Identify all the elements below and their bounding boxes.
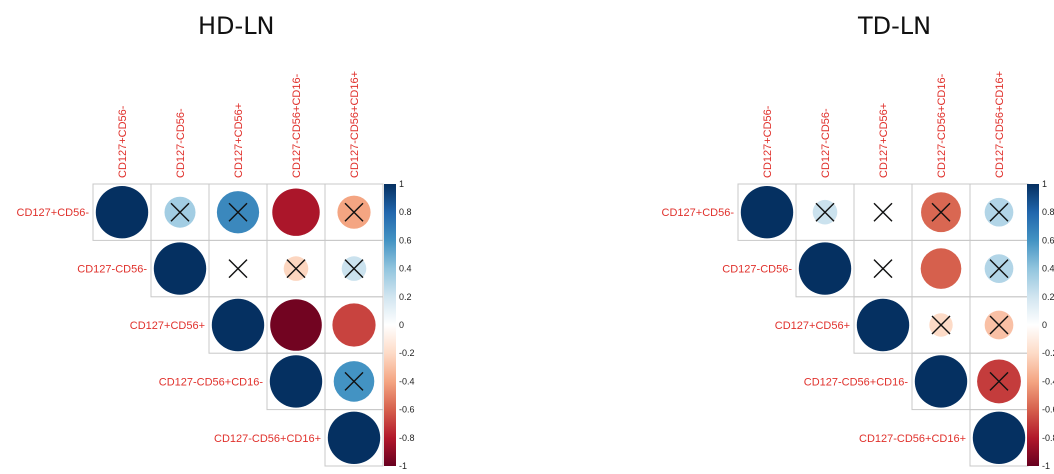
insignificant-cross-mark — [989, 371, 1009, 391]
correlation-circle — [972, 411, 1026, 464]
row-label: CD127-CD56+CD16+ — [214, 433, 321, 445]
row-label: CD127-CD56+CD16+ — [859, 433, 966, 445]
correlation-circle — [920, 248, 962, 289]
grid-cell — [324, 409, 384, 467]
insignificant-cross-mark — [344, 371, 364, 391]
row-label: CD127-CD56- — [722, 264, 792, 276]
insignificant-cross-mark — [344, 259, 364, 279]
row-label: CD127+CD56- — [17, 207, 90, 219]
corrplot-panel-hd-ln: CD127+CD56- CD127-CD56- CD127+CD56+ CD127-C… — [17, 71, 415, 471]
row-label: CD127+CD56+ — [130, 320, 205, 332]
colorbar-tick-label: -0.8 — [1042, 433, 1054, 443]
column-label: CD127-CD56+CD16+ — [349, 71, 361, 178]
column-label: CD127+CD56- — [762, 105, 774, 178]
td-ln-title: TD-LN — [858, 12, 932, 40]
column-label: CD127+CD56+ — [878, 103, 890, 178]
colorbar-tick-label: -0.6 — [399, 405, 415, 415]
insignificant-cross-mark — [989, 202, 1009, 222]
colorbar-tick-label: -0.6 — [1042, 405, 1054, 415]
column-label: CD127-CD56+CD16- — [291, 73, 303, 178]
insignificant-cross-mark — [931, 315, 951, 335]
row-label: CD127+CD56+ — [775, 320, 850, 332]
colorbar-tick-label: 0.6 — [399, 235, 412, 245]
correlation-circle — [211, 298, 265, 352]
colorbar — [384, 184, 396, 466]
insignificant-cross-mark — [170, 202, 190, 222]
correlation-circle — [272, 188, 320, 236]
column-label: CD127-CD56+CD16- — [936, 73, 948, 178]
hd-ln-title: HD-LN — [198, 12, 275, 40]
colorbar-tick-label: 1 — [399, 179, 404, 189]
row-label: CD127+CD56- — [662, 207, 735, 219]
correlation-circle — [798, 242, 852, 295]
row-label: CD127-CD56+CD16- — [804, 376, 909, 388]
correlation-circle — [914, 355, 968, 408]
correlation-circle — [95, 186, 149, 239]
colorbar-tick-label: -1 — [1042, 461, 1050, 471]
correlation-circle — [856, 298, 910, 352]
colorbar-tick-label: 1 — [1042, 179, 1047, 189]
row-label: CD127-CD56- — [77, 264, 147, 276]
correlation-circle — [270, 299, 322, 351]
corrplot-panel-td-ln: CD127+CD56- CD127-CD56- CD127+CD56+ CD127-C… — [662, 71, 1054, 471]
correlation-circle — [269, 355, 323, 408]
colorbar-tick-label: -0.2 — [1042, 348, 1054, 358]
colorbar-tick-label: 0.8 — [1042, 207, 1054, 217]
colorbar-tick-label: -0.4 — [399, 376, 415, 386]
row-label: CD127-CD56+CD16- — [159, 376, 264, 388]
column-label: CD127+CD56- — [117, 105, 129, 178]
colorbar-tick-label: 0 — [399, 320, 404, 330]
colorbar-tick-label: 0.8 — [399, 207, 412, 217]
insignificant-cross-mark — [989, 315, 1009, 335]
column-label: CD127+CD56+ — [233, 103, 245, 178]
colorbar-tick-label: -0.8 — [399, 433, 415, 443]
insignificant-cross-mark — [228, 202, 248, 222]
correlation-circle — [740, 186, 794, 239]
colorbar-tick-label: 0 — [1042, 320, 1047, 330]
colorbar-tick-label: 0.2 — [1042, 292, 1054, 302]
colorbar-tick-label: 0.4 — [399, 264, 412, 274]
colorbar-tick-label: -1 — [399, 461, 407, 471]
insignificant-cross-mark — [815, 202, 835, 222]
column-label: CD127-CD56+CD16+ — [994, 71, 1006, 178]
column-label: CD127-CD56- — [820, 108, 832, 178]
colorbar-tick-label: 0.6 — [1042, 235, 1054, 245]
column-label: CD127-CD56- — [175, 108, 187, 178]
insignificant-cross-mark — [873, 202, 893, 222]
colorbar-tick-label: -0.4 — [1042, 376, 1054, 386]
insignificant-cross-mark — [286, 259, 306, 279]
colorbar-tick-label: 0.2 — [399, 292, 412, 302]
colorbar-tick-label: 0.4 — [1042, 264, 1054, 274]
colorbar — [1027, 184, 1039, 466]
correlation-circle — [153, 242, 207, 295]
insignificant-cross-mark — [344, 202, 364, 222]
colorbar-tick-label: -0.2 — [399, 348, 415, 358]
insignificant-cross-mark — [931, 202, 951, 222]
correlation-circle — [327, 411, 381, 464]
correlation-circle — [332, 303, 376, 347]
insignificant-cross-mark — [228, 259, 248, 279]
insignificant-cross-mark — [873, 259, 893, 279]
insignificant-cross-mark — [989, 259, 1009, 279]
